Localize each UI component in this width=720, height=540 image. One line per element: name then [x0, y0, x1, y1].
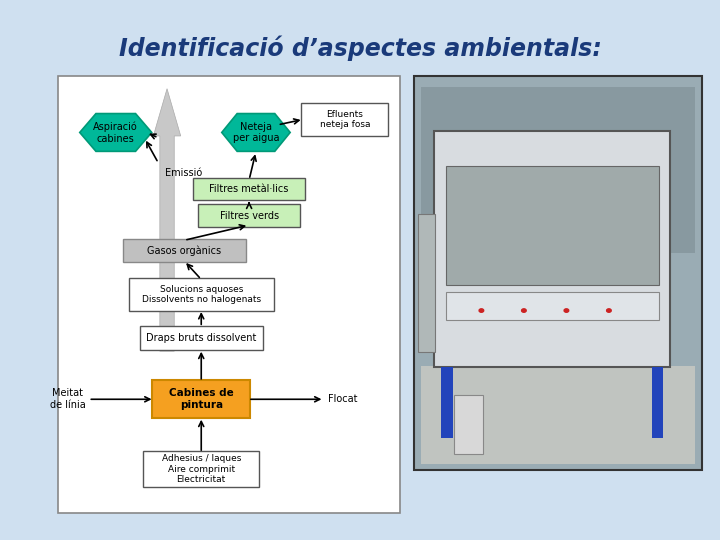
Bar [652, 367, 663, 438]
Text: Cabines de
pintura: Cabines de pintura [169, 388, 233, 410]
Text: Adhesius / laques
Aire comprimit
Electricitat: Adhesius / laques Aire comprimit Electri… [161, 454, 241, 484]
Text: Gasos orgànics: Gasos orgànics [147, 245, 221, 256]
Circle shape [607, 309, 611, 312]
Text: Aspiració
cabines: Aspiració cabines [94, 122, 138, 144]
Text: Draps bruts dissolvent: Draps bruts dissolvent [146, 333, 256, 343]
FancyBboxPatch shape [421, 366, 695, 464]
Polygon shape [80, 113, 152, 151]
FancyBboxPatch shape [129, 278, 274, 311]
Text: Flocat: Flocat [328, 394, 357, 404]
Bar [441, 367, 453, 438]
Text: Meitat
de línia: Meitat de línia [50, 388, 86, 410]
FancyBboxPatch shape [418, 213, 435, 352]
Text: Emissió: Emissió [166, 168, 202, 179]
FancyBboxPatch shape [193, 178, 305, 200]
Text: Neteja
per aigua: Neteja per aigua [233, 122, 279, 143]
FancyBboxPatch shape [414, 76, 702, 470]
FancyBboxPatch shape [302, 103, 389, 136]
Polygon shape [222, 113, 290, 151]
Text: Filtres verds: Filtres verds [220, 211, 279, 220]
Circle shape [479, 309, 484, 312]
Circle shape [521, 309, 526, 312]
FancyBboxPatch shape [199, 205, 300, 227]
Text: Identificació d’aspectes ambientals:: Identificació d’aspectes ambientals: [119, 35, 601, 60]
FancyBboxPatch shape [153, 380, 251, 418]
Circle shape [564, 309, 569, 312]
FancyBboxPatch shape [421, 87, 695, 253]
FancyBboxPatch shape [58, 76, 400, 513]
FancyBboxPatch shape [122, 239, 246, 262]
Text: Solucions aquoses
Dissolvents no halogenats: Solucions aquoses Dissolvents no halogen… [142, 285, 261, 304]
FancyBboxPatch shape [434, 131, 670, 367]
Polygon shape [153, 89, 181, 351]
FancyBboxPatch shape [446, 166, 659, 285]
FancyBboxPatch shape [446, 292, 659, 320]
Text: Efluents
neteja fosa: Efluents neteja fosa [320, 110, 370, 129]
FancyBboxPatch shape [143, 451, 259, 487]
FancyBboxPatch shape [454, 395, 483, 454]
FancyBboxPatch shape [140, 326, 263, 350]
Text: Filtres metàl·lics: Filtres metàl·lics [210, 184, 289, 194]
